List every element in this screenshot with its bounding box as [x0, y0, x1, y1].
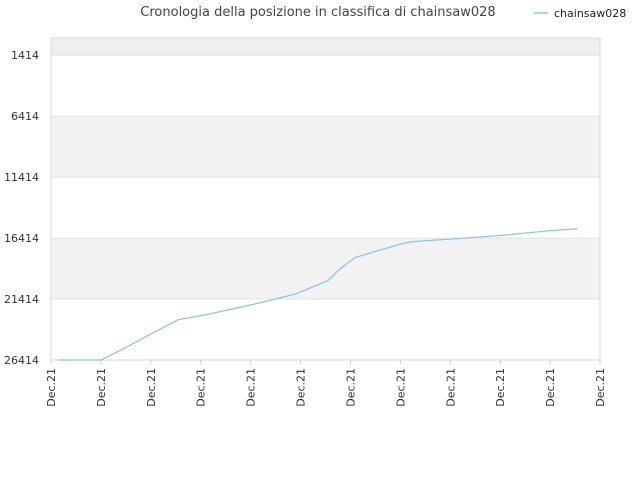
chart-title: Cronologia della posizione in classifica…: [140, 5, 495, 20]
y-tick-label: 26414: [4, 354, 39, 367]
x-tick-label: Dec.21: [45, 368, 58, 407]
x-tick-label: Dec.21: [494, 368, 507, 407]
y-tick-label: 1414: [11, 49, 39, 62]
plot-bands: [51, 38, 600, 300]
legend: chainsaw028: [534, 7, 626, 20]
x-tick-label: Dec.21: [344, 368, 357, 407]
x-tick-label: Dec.21: [444, 368, 457, 407]
x-tick-label: Dec.21: [245, 368, 258, 407]
x-axis: Dec.21 Dec.21 Dec.21 Dec.21 Dec.21 Dec.21 Dec.…: [45, 360, 607, 407]
x-tick-label: Dec.21: [95, 368, 108, 407]
plot-frame: [50, 37, 601, 361]
y-tick-label: 21414: [4, 293, 39, 306]
series-line: [58, 228, 578, 361]
y-tick-label: 11414: [4, 171, 39, 184]
x-tick-label: Dec.21: [195, 368, 208, 407]
plot-band: [51, 116, 600, 178]
x-tick-label: Dec.21: [394, 368, 407, 407]
y-tick-label: 6414: [11, 110, 39, 123]
x-tick-label: Dec.21: [544, 368, 557, 407]
series-group: [58, 228, 578, 361]
legend-label: chainsaw028: [554, 7, 626, 20]
x-tick-label: Dec.21: [295, 368, 308, 407]
y-tick-label: 16414: [4, 232, 39, 245]
x-tick-label: Dec.21: [145, 368, 158, 407]
y-axis: 1414 6414 11414 16414 21414 26414: [4, 49, 39, 367]
x-tick-label: Dec.21: [594, 368, 607, 407]
plot-band: [51, 38, 600, 56]
grid-lines: [51, 54, 600, 361]
plot-band: [51, 238, 600, 300]
